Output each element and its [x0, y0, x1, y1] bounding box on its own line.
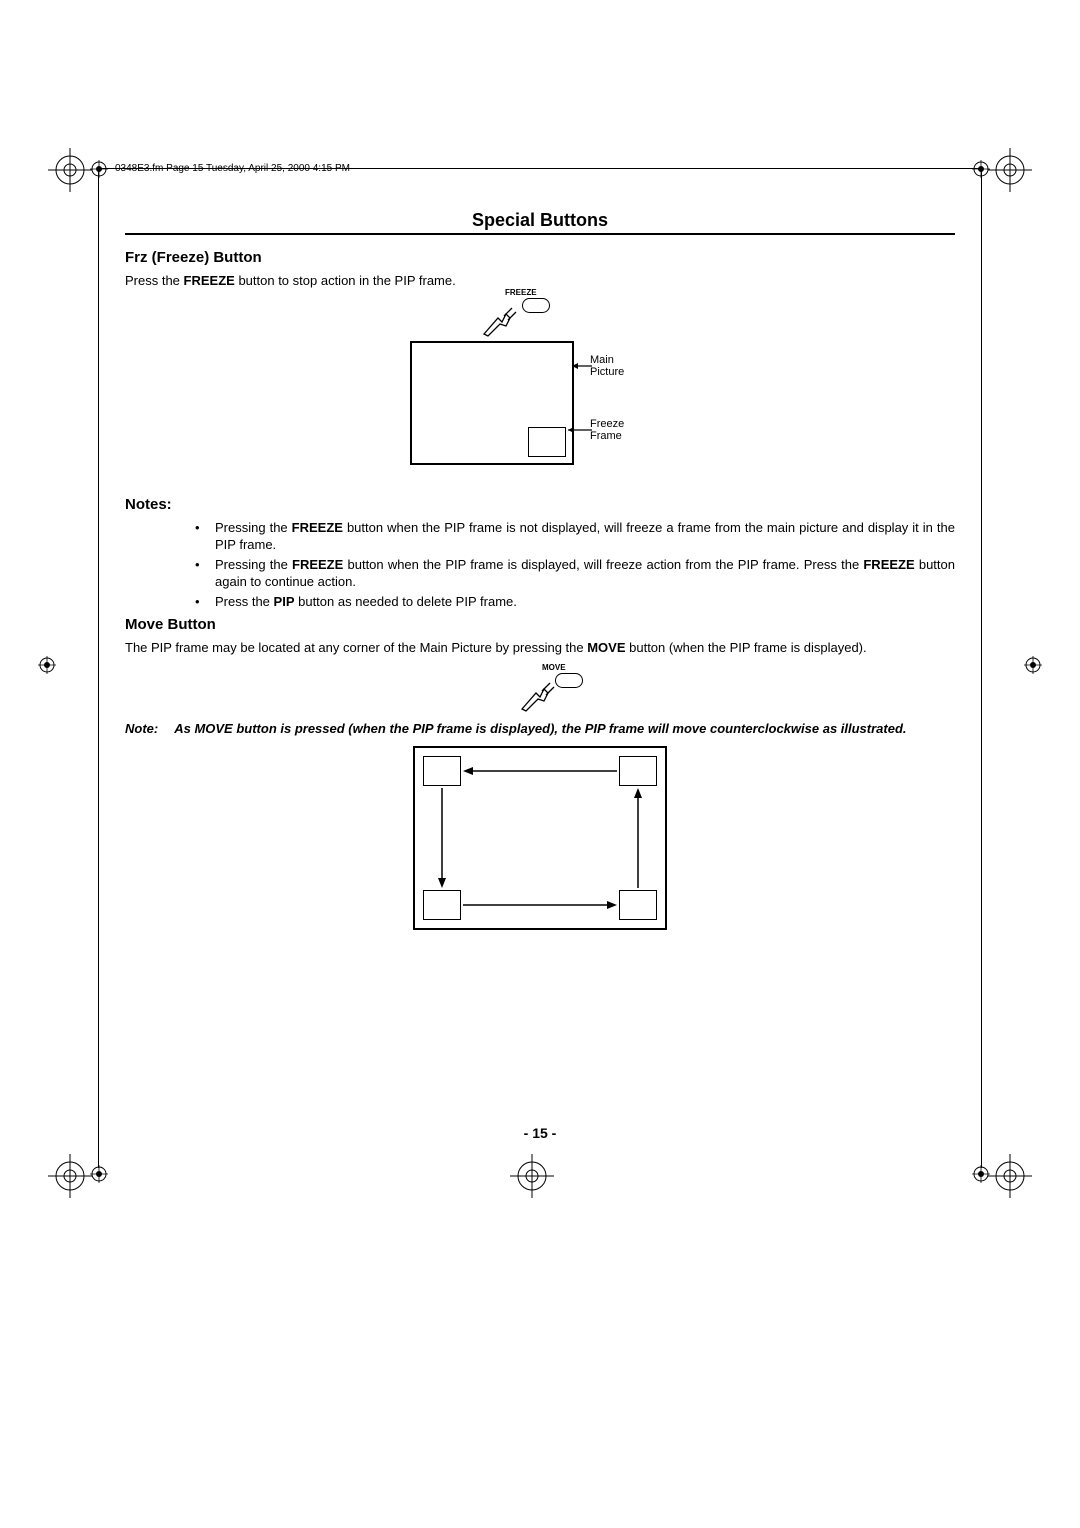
- hand-icon: [518, 679, 556, 713]
- move-body: The PIP frame may be located at any corn…: [125, 639, 955, 657]
- crop-mark-icon: [510, 1154, 554, 1198]
- move-illustration: [413, 746, 667, 930]
- note-label: Note:: [125, 721, 158, 736]
- arrow-freeze-frame: [564, 426, 592, 434]
- main-picture-label: Main Picture: [590, 354, 624, 379]
- move-button-label: MOVE: [542, 663, 566, 672]
- arrow-left: [437, 788, 447, 888]
- freeze-frame-label: Freeze Frame: [590, 418, 624, 443]
- text: Freeze Frame: [590, 418, 624, 443]
- notes-list: Pressing the FREEZE button when the PIP …: [125, 519, 955, 611]
- pip-corner-tl: [423, 756, 461, 786]
- text: button as needed to delete PIP frame.: [295, 594, 517, 609]
- crop-dot-icon: [38, 656, 56, 674]
- list-item: Pressing the FREEZE button when the PIP …: [195, 556, 955, 591]
- pip-corner-bl: [423, 890, 461, 920]
- crop-dot-icon: [90, 1165, 108, 1183]
- main-picture-box: [410, 341, 574, 465]
- hand-icon: [480, 304, 518, 338]
- freeze-intro: Press the FREEZE button to stop action i…: [125, 272, 955, 290]
- crop-mark-icon: [988, 148, 1032, 192]
- notes-heading: Notes:: [125, 496, 955, 513]
- crop-mark-icon: [988, 1154, 1032, 1198]
- text-bold: MOVE: [587, 640, 625, 655]
- arrow-right: [633, 788, 643, 888]
- pip-corner-br: [619, 890, 657, 920]
- text-bold: FREEZE: [292, 520, 343, 535]
- freeze-button-shape: [522, 298, 550, 313]
- move-note-row: Note: As MOVE button is pressed (when th…: [125, 721, 955, 736]
- text-bold: FREEZE: [292, 557, 343, 572]
- freeze-button-label: FREEZE: [505, 288, 537, 297]
- crop-mark-icon: [48, 1154, 92, 1198]
- text: Main Picture: [590, 354, 624, 379]
- freeze-heading: Frz (Freeze) Button: [125, 249, 955, 266]
- crop-line: [981, 168, 982, 1168]
- arrow-bottom: [463, 900, 617, 910]
- move-heading: Move Button: [125, 616, 955, 633]
- list-item: Pressing the FREEZE button when the PIP …: [195, 519, 955, 554]
- text: Pressing the: [215, 557, 292, 572]
- move-button-diagram: MOVE: [500, 663, 580, 713]
- text: Press the: [215, 594, 274, 609]
- section-title: Special Buttons: [125, 210, 955, 235]
- page-number: - 15 -: [0, 1125, 1080, 1141]
- text: button to stop action in the PIP frame.: [235, 273, 456, 288]
- pip-corner-tr: [619, 756, 657, 786]
- crop-line: [98, 168, 99, 1168]
- note-body: As MOVE button is pressed (when the PIP …: [174, 721, 955, 736]
- content-area: Special Buttons Frz (Freeze) Button Pres…: [125, 180, 955, 930]
- text: Pressing the: [215, 520, 292, 535]
- text-bold: FREEZE: [863, 557, 914, 572]
- text-bold: PIP: [274, 594, 295, 609]
- list-item: Press the PIP button as needed to delete…: [195, 593, 955, 611]
- text: Press the: [125, 273, 184, 288]
- text: button when the PIP frame is displayed, …: [343, 557, 863, 572]
- arrow-main: [568, 362, 592, 370]
- text: The PIP frame may be located at any corn…: [125, 640, 587, 655]
- crop-mark-icon: [48, 148, 92, 192]
- text: button (when the PIP frame is displayed)…: [626, 640, 867, 655]
- crop-line: [98, 168, 982, 169]
- move-button-shape: [555, 673, 583, 688]
- text-bold: FREEZE: [184, 273, 235, 288]
- crop-dot-icon: [90, 160, 108, 178]
- freeze-diagram: FREEZE Main Picture Freeze Frame: [410, 296, 670, 486]
- arrow-top: [463, 766, 617, 776]
- crop-dot-icon: [1024, 656, 1042, 674]
- pip-frame-box: [528, 427, 566, 457]
